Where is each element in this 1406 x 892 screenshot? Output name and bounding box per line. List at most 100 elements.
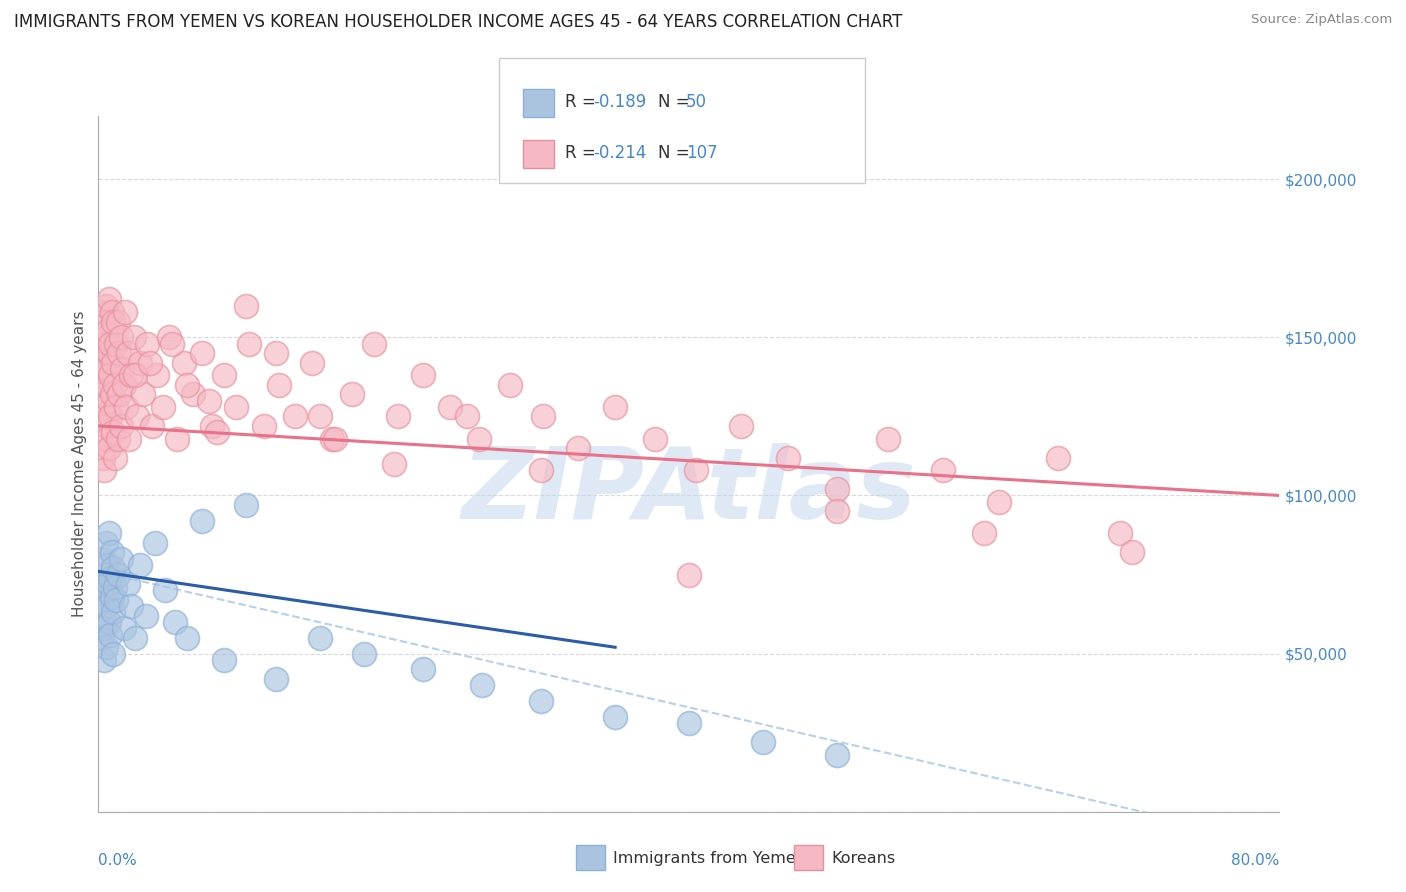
Point [125, 409, 148, 424]
Point [201, 418, 224, 433]
Point [110, 551, 132, 566]
Point [93, 314, 115, 328]
Point [301, 356, 323, 370]
Point [98, 368, 121, 383]
Point [825, 482, 848, 496]
Point [825, 504, 848, 518]
Point [93, 621, 115, 635]
Point [143, 536, 166, 550]
Point [90, 305, 112, 319]
Point [605, 710, 627, 724]
Point [135, 608, 157, 623]
Point [91, 608, 114, 623]
Text: 107: 107 [686, 145, 717, 162]
Point [191, 514, 214, 528]
Point [94, 418, 117, 433]
Point [212, 653, 235, 667]
Point [94, 299, 117, 313]
Point [321, 432, 343, 446]
Point [97, 293, 120, 307]
Point [173, 356, 195, 370]
Point [97, 615, 120, 629]
Point [456, 409, 478, 424]
Point [342, 387, 364, 401]
Point [93, 463, 115, 477]
Point [685, 463, 707, 477]
Point [114, 305, 136, 319]
Point [124, 631, 146, 645]
Point [97, 393, 120, 408]
Point [212, 368, 235, 383]
Point [253, 418, 276, 433]
Point [94, 330, 117, 344]
Point [128, 356, 150, 370]
Point [284, 409, 307, 424]
Point [267, 377, 290, 392]
Point [105, 592, 128, 607]
Point [309, 409, 332, 424]
Text: 80.0%: 80.0% [1232, 854, 1279, 869]
Point [136, 336, 159, 351]
Point [98, 571, 121, 585]
Point [93, 653, 115, 667]
Y-axis label: Householder Income Ages 45 - 64 years: Householder Income Ages 45 - 64 years [72, 310, 87, 617]
Point [264, 672, 287, 686]
Point [776, 450, 799, 465]
Point [93, 356, 115, 370]
Point [141, 418, 163, 433]
Text: ZIPAtlas: ZIPAtlas [461, 443, 917, 541]
Point [108, 387, 131, 401]
Point [96, 362, 118, 376]
Point [96, 432, 118, 446]
Point [678, 716, 700, 731]
Point [90, 346, 112, 360]
Text: 0.0%: 0.0% [98, 854, 138, 869]
Point [387, 409, 409, 424]
Point [567, 441, 589, 455]
Point [238, 336, 260, 351]
Point [98, 336, 121, 351]
Point [97, 441, 120, 455]
Point [107, 567, 129, 582]
Point [1109, 526, 1132, 541]
Point [153, 583, 176, 598]
Point [110, 330, 132, 344]
Point [97, 346, 120, 360]
Point [103, 647, 125, 661]
Point [751, 735, 773, 749]
Point [98, 409, 121, 424]
Point [309, 631, 332, 645]
Point [264, 346, 287, 360]
Point [112, 377, 135, 392]
Text: R =: R = [565, 145, 602, 162]
Point [176, 631, 198, 645]
Point [730, 418, 752, 433]
Point [104, 450, 127, 465]
Text: -0.214: -0.214 [593, 145, 647, 162]
Point [825, 747, 848, 762]
Point [323, 432, 346, 446]
Point [225, 400, 247, 414]
Point [97, 577, 120, 591]
Point [205, 425, 228, 440]
Point [91, 387, 114, 401]
Point [1121, 545, 1143, 559]
Point [166, 432, 188, 446]
Point [468, 432, 491, 446]
Text: R =: R = [565, 93, 602, 111]
Text: 50: 50 [686, 93, 707, 111]
Point [105, 400, 128, 414]
Point [412, 662, 434, 676]
Point [439, 400, 461, 414]
Point [605, 400, 627, 414]
Point [499, 377, 522, 392]
Point [932, 463, 955, 477]
Text: IMMIGRANTS FROM YEMEN VS KOREAN HOUSEHOLDER INCOME AGES 45 - 64 YEARS CORRELATIO: IMMIGRANTS FROM YEMEN VS KOREAN HOUSEHOL… [14, 13, 903, 31]
Point [530, 463, 553, 477]
Point [107, 314, 129, 328]
Point [103, 356, 125, 370]
Point [181, 387, 204, 401]
Point [89, 368, 111, 383]
Point [103, 561, 125, 575]
Point [471, 678, 494, 692]
